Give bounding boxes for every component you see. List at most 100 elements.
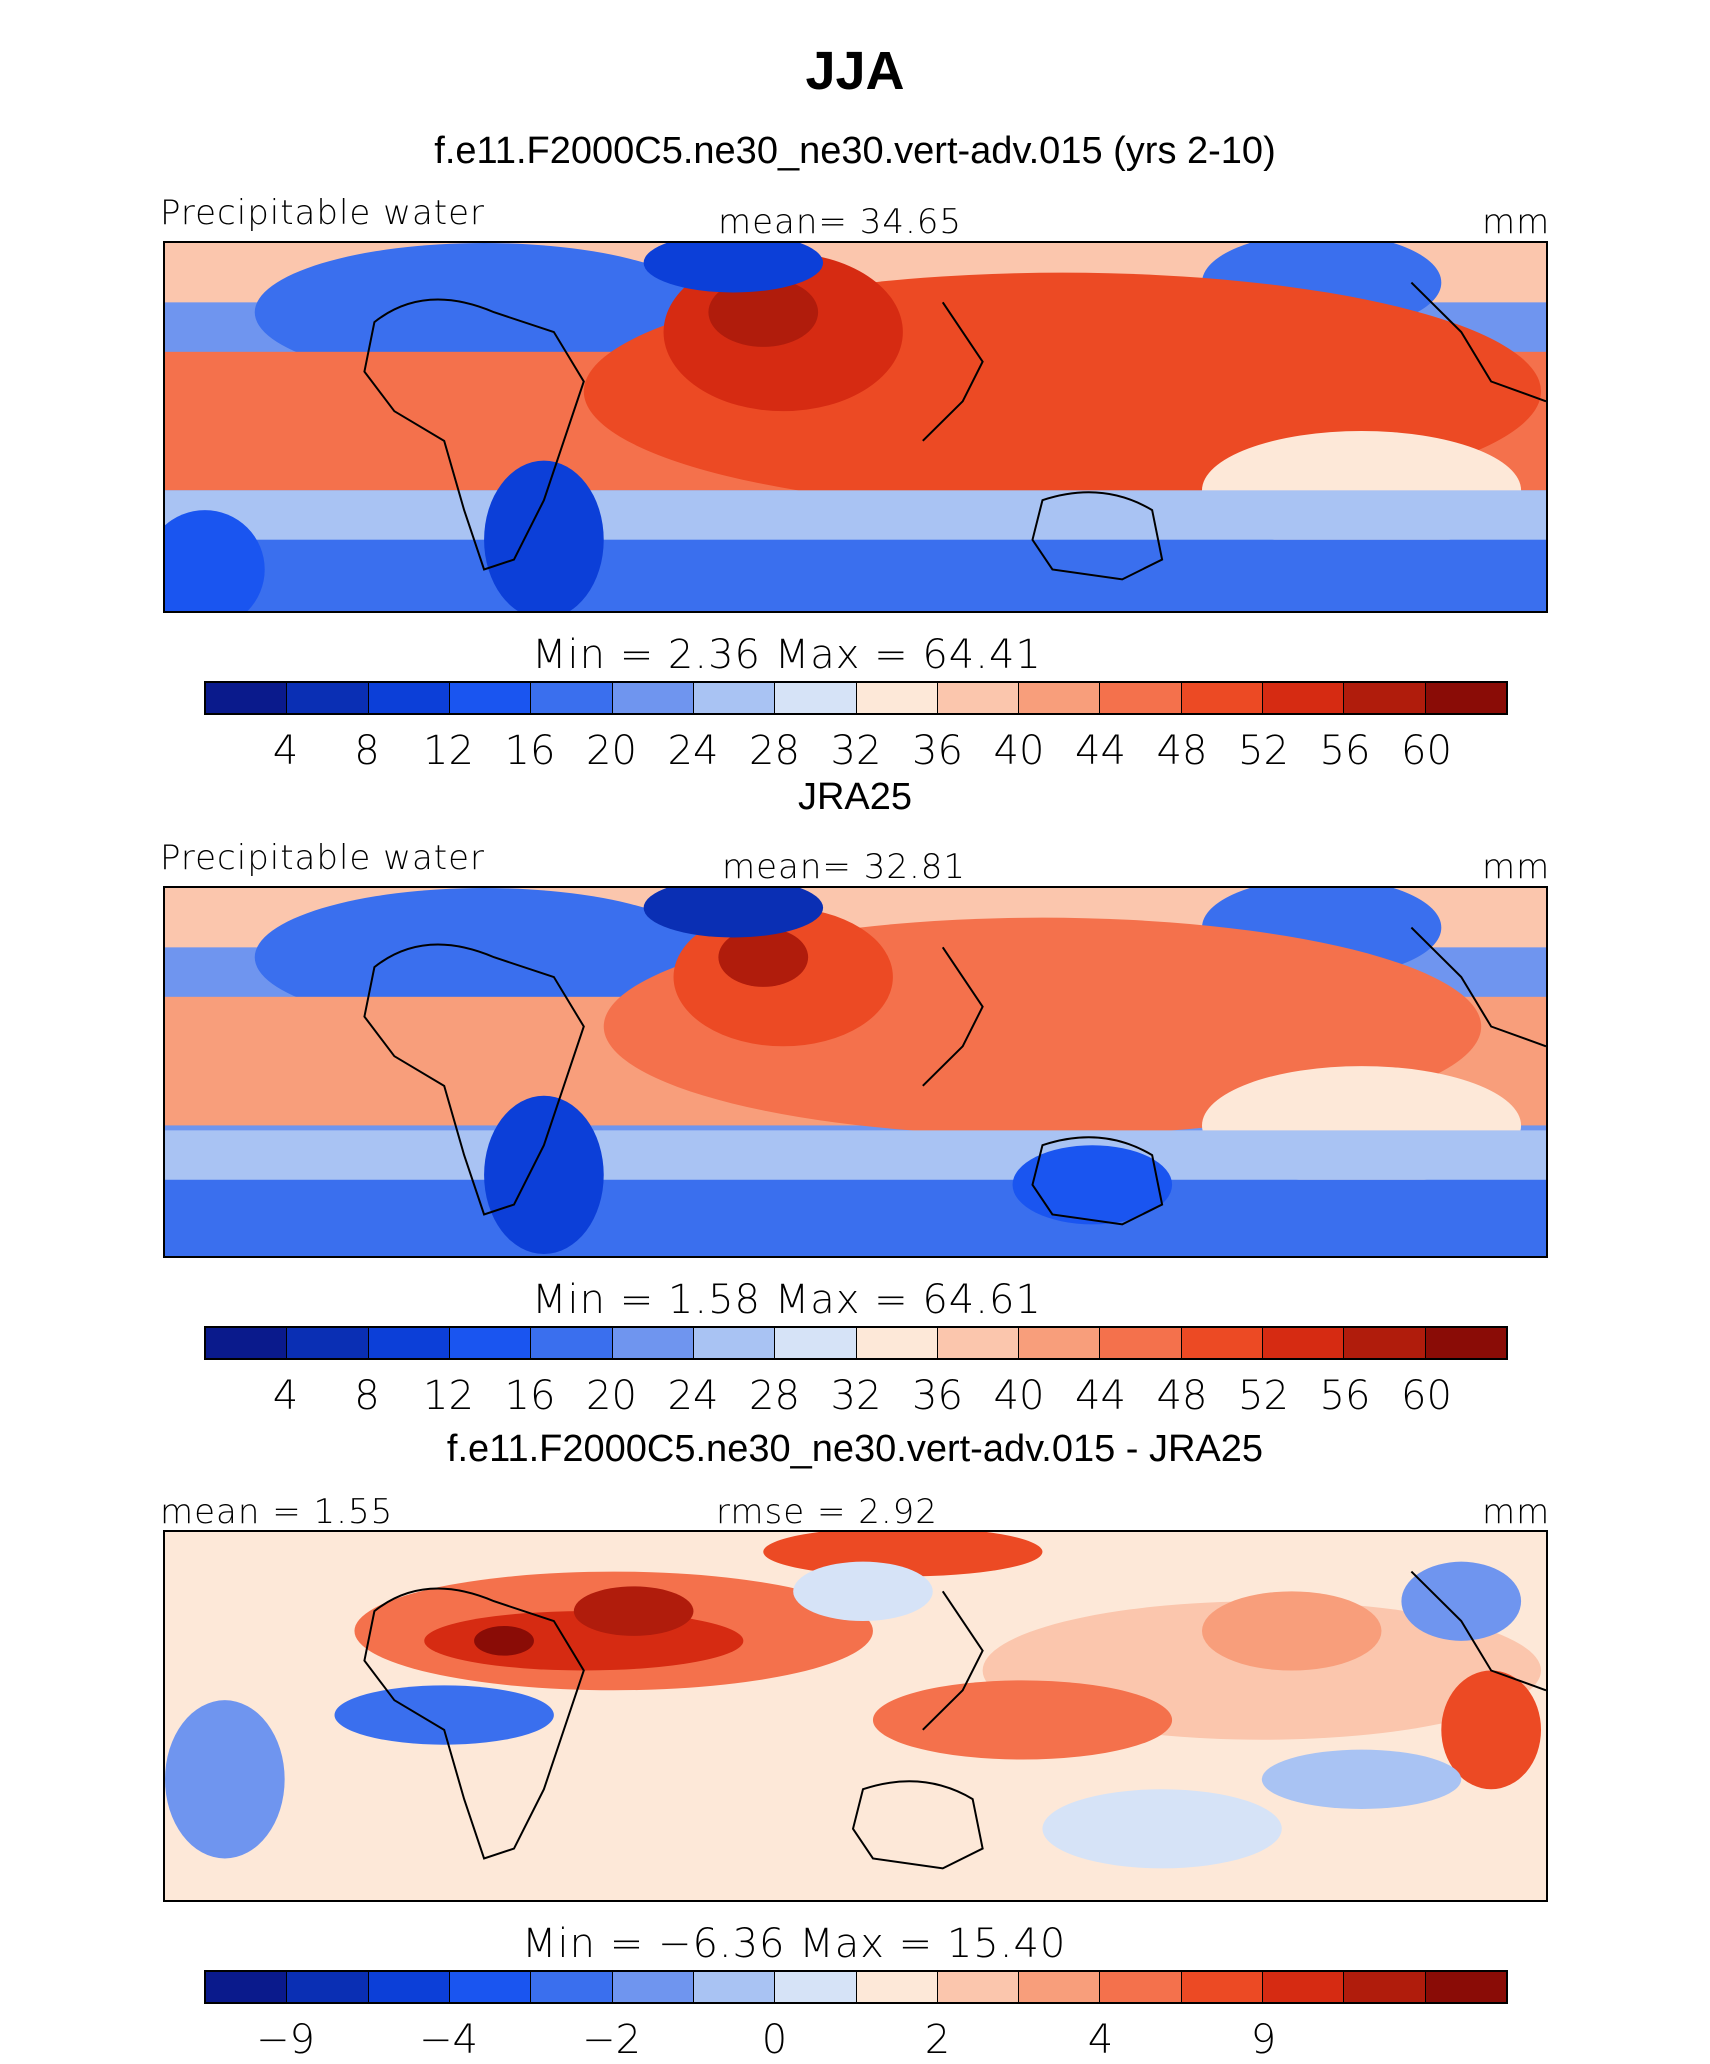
- colorbar-tick-label: 12: [423, 1373, 474, 1419]
- colorbar-tick-label: 0: [761, 2017, 788, 2063]
- colorbar-swatch: [1425, 683, 1506, 713]
- panel-3-map: [163, 1530, 1548, 1902]
- colorbar-tick-label: 60: [1401, 1373, 1452, 1419]
- panel-1-mean-label: mean= 34.65: [718, 202, 963, 242]
- colorbar-tick-label: 56: [1319, 728, 1371, 774]
- panel-1-units-label: mm: [1482, 202, 1551, 242]
- colorbar-swatch: [206, 1972, 288, 2002]
- colorbar-tick-label: −2: [582, 2017, 641, 2063]
- colorbar-swatch: [693, 1972, 776, 2002]
- panel-2-minmax: Min = 1.58 Max = 64.61: [532, 1277, 1042, 1323]
- colorbar-swatch: [693, 683, 776, 713]
- colorbar-swatch: [531, 683, 613, 713]
- colorbar-swatch: [449, 683, 532, 713]
- colorbar-tick-label: 8: [354, 728, 380, 774]
- colorbar-swatch: [775, 1972, 857, 2002]
- colorbar-tick-label: 56: [1319, 1373, 1371, 1419]
- colorbar-swatch: [1100, 1328, 1182, 1358]
- colorbar-swatch: [775, 1328, 857, 1358]
- panel-2-title: JRA25: [797, 776, 913, 818]
- colorbar-tick-label: 12: [423, 728, 474, 774]
- colorbar-swatch: [693, 1328, 776, 1358]
- colorbar-swatch: [531, 1328, 613, 1358]
- panel-2-colorbar: [204, 1326, 1508, 1360]
- colorbar-swatch: [1263, 1972, 1345, 2002]
- colorbar-tick-label: 4: [272, 1373, 299, 1419]
- colorbar-swatch: [1019, 1972, 1101, 2002]
- colorbar-swatch: [612, 1328, 694, 1358]
- colorbar-swatch: [287, 1972, 369, 2002]
- colorbar-swatch: [856, 1328, 938, 1358]
- colorbar-swatch: [368, 1328, 450, 1358]
- colorbar-swatch: [1019, 683, 1101, 713]
- colorbar-tick-label: 8: [354, 1373, 380, 1419]
- panel-3-rmse-label: rmse = 2.92: [716, 1492, 938, 1532]
- panel-2-variable-label: Precipitable water: [160, 838, 486, 878]
- panel-2-map: [163, 886, 1548, 1258]
- colorbar-tick-label: 2: [924, 2017, 951, 2063]
- colorbar-swatch: [775, 683, 857, 713]
- colorbar-tick-label: 20: [586, 1373, 637, 1419]
- colorbar-swatch: [1181, 683, 1264, 713]
- colorbar-swatch: [287, 1328, 369, 1358]
- colorbar-swatch: [206, 683, 288, 713]
- colorbar-swatch: [612, 1972, 694, 2002]
- colorbar-tick-label: 36: [912, 1373, 963, 1419]
- colorbar-swatch: [206, 1328, 288, 1358]
- colorbar-tick-label: 4: [1087, 2017, 1114, 2063]
- figure-title: JJA: [805, 41, 905, 101]
- colorbar-tick-label: 36: [912, 728, 963, 774]
- panel-1-variable-label: Precipitable water: [160, 193, 486, 233]
- colorbar-tick-label: 20: [586, 728, 637, 774]
- colorbar-tick-label: 16: [504, 1373, 556, 1419]
- colorbar-tick-label: 40: [993, 1373, 1045, 1419]
- colorbar-swatch: [937, 1972, 1020, 2002]
- colorbar-swatch: [1344, 1972, 1426, 2002]
- colorbar-tick-label: 4: [272, 728, 299, 774]
- colorbar-swatch: [1344, 1328, 1426, 1358]
- colorbar-swatch: [856, 1972, 938, 2002]
- colorbar-tick-label: 48: [1156, 1373, 1208, 1419]
- colorbar-swatch: [1100, 1972, 1182, 2002]
- colorbar-tick-label: 16: [504, 728, 556, 774]
- colorbar-swatch: [531, 1972, 613, 2002]
- colorbar-swatch: [1181, 1328, 1264, 1358]
- panel-2-units-label: mm: [1482, 847, 1551, 887]
- colorbar-swatch: [1425, 1328, 1506, 1358]
- colorbar-swatch: [1181, 1972, 1264, 2002]
- colorbar-tick-label: 28: [749, 1373, 800, 1419]
- panel-1-minmax: Min = 2.36 Max = 64.41: [532, 632, 1042, 678]
- colorbar-tick-label: 32: [830, 1373, 882, 1419]
- colorbar-tick-label: 28: [749, 728, 800, 774]
- panel-3-title: f.e11.F2000C5.ne30_ne30.vert-adv.015 - J…: [446, 1428, 1264, 1470]
- colorbar-tick-label: 24: [667, 728, 719, 774]
- colorbar-swatch: [612, 683, 694, 713]
- panel-1-title: f.e11.F2000C5.ne30_ne30.vert-adv.015 (yr…: [434, 130, 1276, 172]
- colorbar-swatch: [1425, 1972, 1506, 2002]
- colorbar-swatch: [287, 683, 369, 713]
- panel-3-colorbar: [204, 1970, 1508, 2004]
- colorbar-tick-label: 44: [1075, 1373, 1126, 1419]
- colorbar-swatch: [449, 1972, 532, 2002]
- colorbar-swatch: [1263, 1328, 1345, 1358]
- panel-3-minmax: Min = −6.36 Max = 15.40: [522, 1921, 1067, 1967]
- colorbar-swatch: [1100, 683, 1182, 713]
- colorbar-swatch: [937, 1328, 1020, 1358]
- colorbar-swatch: [1344, 683, 1426, 713]
- colorbar-tick-label: 32: [830, 728, 882, 774]
- colorbar-swatch: [1019, 1328, 1101, 1358]
- panel-2-mean-label: mean= 32.81: [722, 847, 967, 887]
- colorbar-swatch: [937, 683, 1020, 713]
- colorbar-swatch: [449, 1328, 532, 1358]
- panel-1-colorbar: [204, 681, 1508, 715]
- colorbar-tick-label: 24: [667, 1373, 719, 1419]
- colorbar-tick-label: 60: [1401, 728, 1452, 774]
- colorbar-tick-label: 44: [1075, 728, 1126, 774]
- colorbar-tick-label: 48: [1156, 728, 1208, 774]
- colorbar-swatch: [856, 683, 938, 713]
- panel-1-map: [163, 241, 1548, 613]
- colorbar-swatch: [368, 1972, 450, 2002]
- panel-3-units-label: mm: [1482, 1492, 1551, 1532]
- colorbar-tick-label: 9: [1250, 2017, 1277, 2063]
- colorbar-tick-label: 52: [1238, 728, 1289, 774]
